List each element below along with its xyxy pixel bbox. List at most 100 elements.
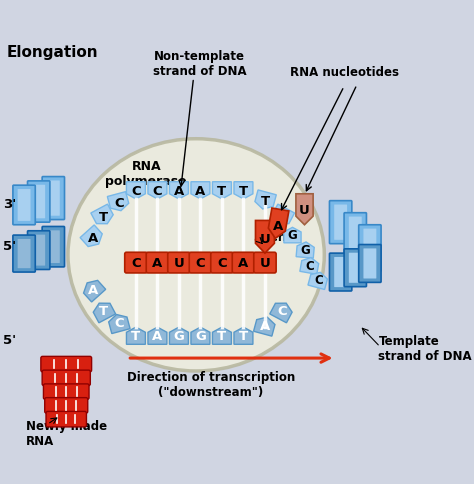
Text: A: A xyxy=(152,257,163,270)
FancyBboxPatch shape xyxy=(329,201,352,243)
FancyBboxPatch shape xyxy=(44,384,89,399)
Polygon shape xyxy=(109,315,130,333)
Text: T: T xyxy=(218,330,227,343)
Text: G: G xyxy=(195,330,206,343)
FancyBboxPatch shape xyxy=(47,181,60,216)
FancyBboxPatch shape xyxy=(189,252,211,273)
Polygon shape xyxy=(308,272,328,289)
Polygon shape xyxy=(296,242,314,258)
Text: A: A xyxy=(88,284,98,297)
Text: A: A xyxy=(195,185,206,197)
FancyBboxPatch shape xyxy=(349,216,362,254)
FancyBboxPatch shape xyxy=(349,253,362,283)
Polygon shape xyxy=(83,280,106,302)
Text: C: C xyxy=(314,274,323,287)
Text: C: C xyxy=(153,185,162,197)
FancyBboxPatch shape xyxy=(47,230,60,263)
Polygon shape xyxy=(191,182,210,199)
Text: A: A xyxy=(273,220,283,233)
Text: Template
strand of DNA: Template strand of DNA xyxy=(379,335,472,363)
Polygon shape xyxy=(212,327,231,344)
FancyBboxPatch shape xyxy=(364,248,376,278)
Polygon shape xyxy=(80,225,102,246)
Text: T: T xyxy=(218,185,227,197)
FancyBboxPatch shape xyxy=(359,244,381,282)
Text: U: U xyxy=(299,204,310,217)
Text: Elongation: Elongation xyxy=(7,45,99,60)
Text: A: A xyxy=(238,257,248,270)
Polygon shape xyxy=(127,327,146,344)
Polygon shape xyxy=(170,327,188,344)
FancyBboxPatch shape xyxy=(13,185,35,225)
Polygon shape xyxy=(170,182,188,199)
Polygon shape xyxy=(127,182,146,199)
Polygon shape xyxy=(191,327,210,344)
Polygon shape xyxy=(272,204,294,224)
Polygon shape xyxy=(270,303,292,323)
FancyBboxPatch shape xyxy=(13,235,35,272)
FancyBboxPatch shape xyxy=(41,356,91,372)
Polygon shape xyxy=(212,182,231,199)
Text: C: C xyxy=(131,257,141,270)
Polygon shape xyxy=(268,208,289,238)
FancyBboxPatch shape xyxy=(27,181,50,222)
Polygon shape xyxy=(300,257,319,274)
FancyBboxPatch shape xyxy=(254,252,276,273)
Text: 5': 5' xyxy=(3,334,17,348)
Text: 5': 5' xyxy=(3,240,17,253)
FancyBboxPatch shape xyxy=(42,177,64,220)
Text: G: G xyxy=(288,229,297,242)
Text: T: T xyxy=(99,211,108,224)
FancyBboxPatch shape xyxy=(125,252,147,273)
FancyBboxPatch shape xyxy=(18,239,30,268)
Text: A: A xyxy=(152,330,163,343)
FancyBboxPatch shape xyxy=(344,212,366,257)
Polygon shape xyxy=(107,192,129,211)
Polygon shape xyxy=(255,190,276,209)
Polygon shape xyxy=(296,194,313,225)
Text: U: U xyxy=(173,257,184,270)
FancyBboxPatch shape xyxy=(46,411,86,427)
Text: G: G xyxy=(277,211,288,224)
Text: 3': 3' xyxy=(3,198,17,212)
Polygon shape xyxy=(148,327,167,344)
Polygon shape xyxy=(255,220,274,253)
Text: Newly made
RNA: Newly made RNA xyxy=(26,420,107,448)
FancyBboxPatch shape xyxy=(232,252,255,273)
Polygon shape xyxy=(234,182,253,199)
Polygon shape xyxy=(91,204,113,224)
FancyBboxPatch shape xyxy=(32,185,45,218)
Text: RNA nucleotides: RNA nucleotides xyxy=(290,66,399,78)
FancyBboxPatch shape xyxy=(329,253,352,291)
FancyBboxPatch shape xyxy=(168,252,190,273)
Polygon shape xyxy=(93,303,116,323)
FancyBboxPatch shape xyxy=(334,205,347,240)
Polygon shape xyxy=(254,317,275,336)
FancyBboxPatch shape xyxy=(32,235,45,266)
Polygon shape xyxy=(234,327,253,344)
FancyBboxPatch shape xyxy=(45,398,88,413)
FancyBboxPatch shape xyxy=(18,189,30,221)
FancyBboxPatch shape xyxy=(42,370,91,386)
FancyBboxPatch shape xyxy=(146,252,169,273)
Text: C: C xyxy=(114,317,124,330)
Text: C: C xyxy=(131,185,141,197)
Text: C: C xyxy=(277,305,287,318)
Text: A: A xyxy=(260,320,270,333)
Text: G: G xyxy=(301,244,310,257)
Text: RNA
polymerase: RNA polymerase xyxy=(105,160,187,188)
Text: T: T xyxy=(239,185,248,197)
Text: T: T xyxy=(99,305,108,318)
Text: A: A xyxy=(174,185,184,197)
Polygon shape xyxy=(284,227,301,243)
Ellipse shape xyxy=(68,139,324,371)
Text: U: U xyxy=(260,257,270,270)
Text: T: T xyxy=(131,330,140,343)
Text: T: T xyxy=(239,330,248,343)
Text: 3' end: 3' end xyxy=(254,231,294,244)
FancyBboxPatch shape xyxy=(211,252,233,273)
FancyBboxPatch shape xyxy=(364,228,376,267)
Text: U: U xyxy=(260,233,270,246)
Text: C: C xyxy=(217,257,227,270)
Text: C: C xyxy=(196,257,205,270)
